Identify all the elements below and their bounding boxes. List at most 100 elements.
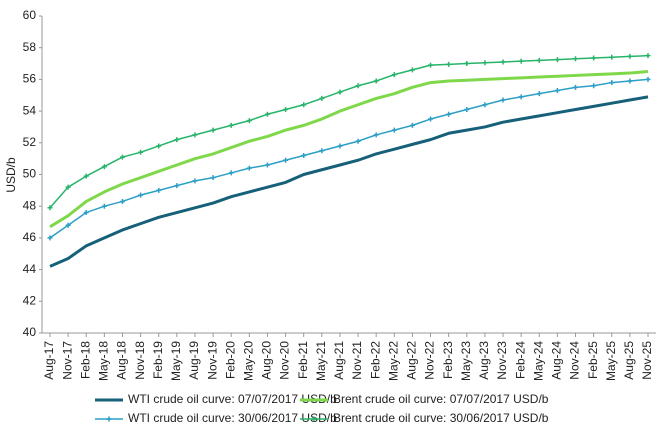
marker	[47, 235, 53, 241]
y-tick-label: 40	[23, 325, 37, 339]
marker	[464, 107, 470, 113]
marker	[174, 137, 180, 143]
y-tick-label: 46	[23, 230, 37, 244]
x-tick-label: Aug-24	[550, 341, 564, 380]
x-tick-label: Feb-22	[368, 341, 382, 379]
y-tick-label: 42	[23, 293, 37, 307]
marker	[536, 57, 542, 63]
y-tick-label: 56	[23, 72, 37, 86]
marker	[228, 170, 234, 176]
marker	[47, 205, 53, 211]
y-tick-label: 54	[23, 103, 37, 117]
marker	[409, 67, 415, 73]
marker	[174, 183, 180, 189]
series-line	[49, 54, 649, 209]
x-tick-label: Aug-20	[260, 341, 274, 380]
x-tick-label: Aug-22	[405, 341, 419, 380]
y-tick-label: 44	[23, 262, 37, 276]
marker	[246, 118, 252, 124]
x-tick-label: Feb-21	[296, 341, 310, 379]
marker	[83, 210, 89, 216]
x-tick-label: Aug-23	[477, 341, 491, 380]
marker	[428, 116, 434, 122]
x-tick-label: Nov-18	[133, 341, 147, 380]
marker	[609, 80, 615, 86]
marker	[482, 102, 488, 108]
marker	[391, 127, 397, 133]
x-tick-label: Nov-20	[278, 341, 292, 380]
x-tick-label: Aug-25	[622, 341, 636, 380]
x-tick-label: Feb-19	[151, 341, 165, 379]
marker	[482, 60, 488, 66]
marker	[554, 57, 560, 63]
marker	[65, 184, 71, 190]
x-tick-label: Feb-23	[441, 341, 455, 379]
marker	[210, 175, 216, 181]
marker	[138, 149, 144, 155]
marker	[518, 58, 524, 64]
marker	[464, 61, 470, 67]
series-line	[49, 95, 649, 268]
legend-label: WTI crude oil curve: 30/06/2017 USD/b	[128, 411, 337, 425]
marker	[246, 165, 252, 171]
marker	[355, 138, 361, 144]
marker	[573, 56, 579, 62]
marker	[138, 192, 144, 198]
marker	[119, 154, 125, 160]
x-tick-label: May-18	[97, 341, 111, 381]
marker	[192, 132, 198, 138]
marker	[337, 89, 343, 95]
x-tick-label: Feb-18	[78, 341, 92, 379]
marker	[283, 107, 289, 113]
marker	[156, 143, 162, 149]
marker	[500, 59, 506, 65]
marker	[428, 62, 434, 68]
marker	[210, 127, 216, 133]
marker	[409, 122, 415, 128]
marker	[156, 187, 162, 193]
marker	[373, 78, 379, 84]
marker	[319, 95, 325, 101]
marker	[192, 178, 198, 184]
marker	[337, 143, 343, 149]
x-tick-label: May-20	[242, 341, 256, 381]
marker	[65, 222, 71, 228]
marker	[609, 54, 615, 60]
marker	[591, 83, 597, 89]
y-tick-label: 52	[23, 135, 37, 149]
marker	[627, 53, 633, 59]
marker	[264, 162, 270, 168]
marker	[301, 102, 307, 108]
marker	[83, 173, 89, 179]
marker	[645, 53, 651, 59]
x-tick-label: Nov-21	[350, 341, 364, 380]
x-tick-label: Nov-23	[495, 341, 509, 380]
x-tick-label: Aug-19	[187, 341, 201, 380]
marker	[536, 91, 542, 97]
legend-marker	[106, 416, 112, 422]
x-tick-label: May-24	[531, 341, 545, 381]
marker	[391, 72, 397, 78]
marker	[554, 87, 560, 93]
x-tick-label: May-23	[459, 341, 473, 381]
y-tick-label: 48	[23, 198, 37, 212]
marker	[101, 164, 107, 170]
x-tick-label: Aug-21	[332, 341, 346, 380]
y-axis-label: USD/b	[4, 157, 18, 193]
legend-label: WTI crude oil curve: 07/07/2017 USD/b	[128, 392, 337, 406]
marker	[573, 84, 579, 90]
series-line	[49, 69, 649, 229]
marker	[446, 61, 452, 67]
x-tick-label: Feb-24	[513, 341, 527, 379]
x-tick-label: May-25	[604, 341, 618, 381]
y-tick-label: 58	[23, 40, 37, 54]
marker	[627, 78, 633, 84]
marker	[446, 111, 452, 117]
x-tick-label: Nov-24	[568, 341, 582, 380]
x-tick-label: Nov-25	[640, 341, 654, 380]
legend-label: Brent crude oil curve: 07/07/2017 USD/b	[333, 392, 549, 406]
marker	[283, 157, 289, 163]
x-tick-label: Nov-17	[60, 341, 74, 380]
marker	[500, 97, 506, 103]
